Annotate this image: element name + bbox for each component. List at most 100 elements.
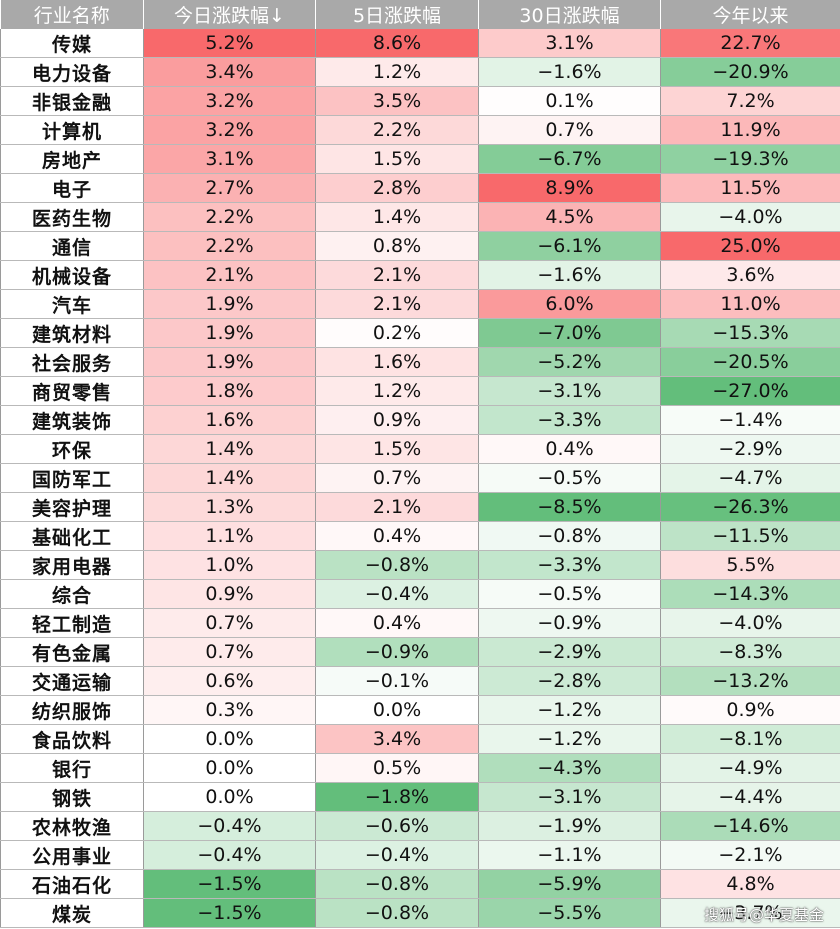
cell-industry-name: 农林牧渔 xyxy=(0,811,144,841)
cell-30day-change: −0.9% xyxy=(478,608,661,638)
cell-30day-change: −5.9% xyxy=(478,869,661,899)
header-5day-change[interactable]: 5日涨跌幅 xyxy=(315,0,479,29)
cell-industry-name: 交通运输 xyxy=(0,666,144,696)
cell-30day-change: −1.1% xyxy=(478,840,661,870)
cell-today-change: −1.5% xyxy=(143,869,316,899)
cell-30day-change: −3.1% xyxy=(478,376,661,406)
cell-today-change: 1.0% xyxy=(143,550,316,580)
header-30day-change[interactable]: 30日涨跌幅 xyxy=(478,0,661,29)
cell-today-change: 1.4% xyxy=(143,434,316,464)
cell-5day-change: 1.4% xyxy=(315,202,479,232)
table-row: 汽车 1.9% 2.1% 6.0% 11.0% xyxy=(0,289,840,319)
cell-today-change: 1.8% xyxy=(143,376,316,406)
cell-industry-name: 家用电器 xyxy=(0,550,144,580)
cell-industry-name: 纺织服饰 xyxy=(0,695,144,725)
cell-today-change: 3.2% xyxy=(143,115,316,145)
cell-ytd-change: 11.9% xyxy=(660,115,840,145)
cell-5day-change: 0.4% xyxy=(315,608,479,638)
cell-today-change: 1.9% xyxy=(143,289,316,319)
table-row: 电子 2.7% 2.8% 8.9% 11.5% xyxy=(0,173,840,203)
cell-5day-change: 1.2% xyxy=(315,57,479,87)
header-industry-name: 行业名称 xyxy=(0,0,144,29)
table-row: 建筑材料 1.9% 0.2% −7.0% −15.3% xyxy=(0,318,840,348)
cell-ytd-change: −27.0% xyxy=(660,376,840,406)
cell-ytd-change: −4.9% xyxy=(660,753,840,783)
header-today-change[interactable]: 今日涨跌幅↓ xyxy=(143,0,316,29)
cell-ytd-change: 11.0% xyxy=(660,289,840,319)
cell-30day-change: −5.5% xyxy=(478,898,661,928)
cell-ytd-change: −1.4% xyxy=(660,405,840,435)
cell-30day-change: −3.1% xyxy=(478,782,661,812)
cell-industry-name: 计算机 xyxy=(0,115,144,145)
cell-industry-name: 电子 xyxy=(0,173,144,203)
table-row: 电力设备 3.4% 1.2% −1.6% −20.9% xyxy=(0,57,840,87)
table-row: 机械设备 2.1% 2.1% −1.6% 3.6% xyxy=(0,260,840,290)
cell-today-change: 0.0% xyxy=(143,753,316,783)
cell-today-change: 3.1% xyxy=(143,144,316,174)
cell-industry-name: 电力设备 xyxy=(0,57,144,87)
cell-industry-name: 国防军工 xyxy=(0,463,144,493)
cell-ytd-change: 4.8% xyxy=(660,869,840,899)
table-body: 传媒 5.2% 8.6% 3.1% 22.7% 电力设备 3.4% 1.2% −1.6% −20.… xyxy=(0,29,840,928)
cell-30day-change: −0.8% xyxy=(478,521,661,551)
table-row: 非银金融 3.2% 3.5% 0.1% 7.2% xyxy=(0,86,840,116)
cell-ytd-change: 0.9% xyxy=(660,695,840,725)
cell-industry-name: 汽车 xyxy=(0,289,144,319)
cell-ytd-change: −2.1% xyxy=(660,840,840,870)
cell-today-change: 1.6% xyxy=(143,405,316,435)
table-row: 传媒 5.2% 8.6% 3.1% 22.7% xyxy=(0,29,840,58)
cell-industry-name: 基础化工 xyxy=(0,521,144,551)
cell-ytd-change: −11.5% xyxy=(660,521,840,551)
cell-5day-change: 0.4% xyxy=(315,521,479,551)
cell-5day-change: 2.1% xyxy=(315,492,479,522)
cell-5day-change: −1.8% xyxy=(315,782,479,812)
cell-today-change: 1.3% xyxy=(143,492,316,522)
cell-ytd-change: 5.5% xyxy=(660,550,840,580)
cell-30day-change: −1.2% xyxy=(478,695,661,725)
cell-ytd-change: −15.3% xyxy=(660,318,840,348)
cell-30day-change: 8.9% xyxy=(478,173,661,203)
cell-today-change: −0.4% xyxy=(143,811,316,841)
cell-30day-change: 0.4% xyxy=(478,434,661,464)
cell-ytd-change: −4.0% xyxy=(660,608,840,638)
header-ytd-change[interactable]: 今年以来 xyxy=(660,0,840,29)
cell-today-change: 0.0% xyxy=(143,782,316,812)
cell-today-change: 2.1% xyxy=(143,260,316,290)
cell-ytd-change: −4.0% xyxy=(660,202,840,232)
cell-today-change: 2.2% xyxy=(143,202,316,232)
cell-30day-change: −6.7% xyxy=(478,144,661,174)
table-row: 建筑装饰 1.6% 0.9% −3.3% −1.4% xyxy=(0,405,840,435)
table-row: 通信 2.2% 0.8% −6.1% 25.0% xyxy=(0,231,840,261)
cell-industry-name: 建筑装饰 xyxy=(0,405,144,435)
cell-5day-change: −0.8% xyxy=(315,898,479,928)
cell-5day-change: 0.7% xyxy=(315,463,479,493)
cell-ytd-change: −8.1% xyxy=(660,724,840,754)
cell-industry-name: 医药生物 xyxy=(0,202,144,232)
cell-ytd-change: −14.6% xyxy=(660,811,840,841)
cell-today-change: 3.4% xyxy=(143,57,316,87)
cell-30day-change: 3.1% xyxy=(478,29,661,58)
cell-industry-name: 公用事业 xyxy=(0,840,144,870)
cell-5day-change: 3.4% xyxy=(315,724,479,754)
cell-industry-name: 美容护理 xyxy=(0,492,144,522)
cell-industry-name: 环保 xyxy=(0,434,144,464)
cell-today-change: 2.2% xyxy=(143,231,316,261)
cell-5day-change: 1.5% xyxy=(315,144,479,174)
table-header-row: 行业名称 今日涨跌幅↓ 5日涨跌幅 30日涨跌幅 今年以来 xyxy=(0,0,840,29)
cell-industry-name: 建筑材料 xyxy=(0,318,144,348)
cell-ytd-change: 3.6% xyxy=(660,260,840,290)
cell-5day-change: −0.6% xyxy=(315,811,479,841)
cell-ytd-change: −20.5% xyxy=(660,347,840,377)
cell-30day-change: 0.1% xyxy=(478,86,661,116)
table-row: 石油石化 −1.5% −0.8% −5.9% 4.8% xyxy=(0,869,840,899)
cell-ytd-change: −26.3% xyxy=(660,492,840,522)
cell-today-change: 0.7% xyxy=(143,608,316,638)
table-row: 商贸零售 1.8% 1.2% −3.1% −27.0% xyxy=(0,376,840,406)
cell-5day-change: 8.6% xyxy=(315,29,479,58)
cell-ytd-change: −19.3% xyxy=(660,144,840,174)
cell-ytd-change: −14.3% xyxy=(660,579,840,609)
cell-30day-change: −1.6% xyxy=(478,260,661,290)
cell-industry-name: 有色金属 xyxy=(0,637,144,667)
cell-30day-change: −1.9% xyxy=(478,811,661,841)
table-row: 环保 1.4% 1.5% 0.4% −2.9% xyxy=(0,434,840,464)
